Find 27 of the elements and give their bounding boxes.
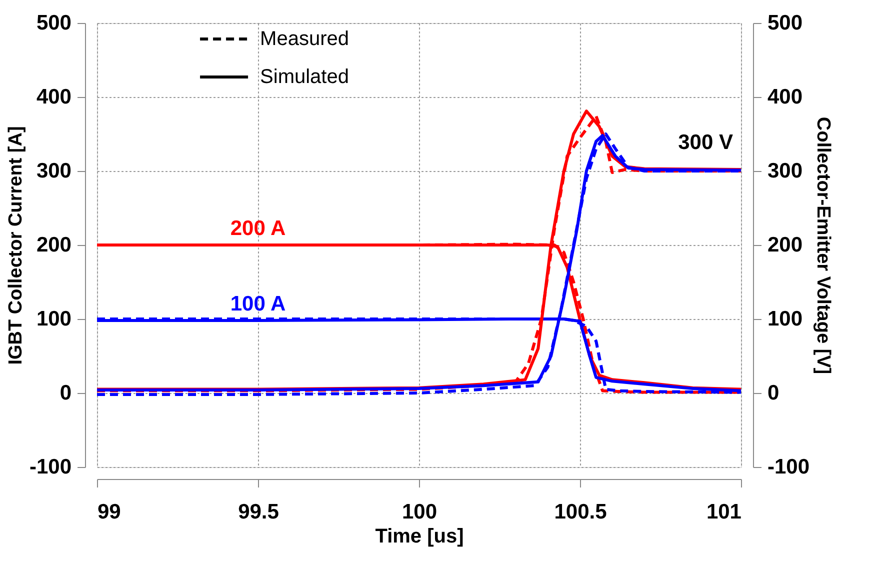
x-tick-label: 99.5 xyxy=(238,500,280,524)
y-tick-label: 100 xyxy=(36,308,72,330)
y2-tick-label: -100 xyxy=(768,456,810,478)
x-tick-label: 101 xyxy=(706,500,742,524)
y2-tick-label: 300 xyxy=(768,160,803,182)
series-label: 200 A xyxy=(230,217,286,240)
y-axis-title: IGBT Collector Current [A] xyxy=(5,126,26,365)
y2-tick-label: 100 xyxy=(768,308,803,330)
y-tick-label: 400 xyxy=(36,86,72,108)
x-axis-title: Time [us] xyxy=(375,526,464,548)
x-tick-label: 100 xyxy=(402,500,438,524)
y2-tick-label: 0 xyxy=(768,382,780,404)
annotation: Simulated xyxy=(260,66,349,88)
y2-tick-label: 400 xyxy=(768,86,803,108)
y-tick-label: 500 xyxy=(36,12,72,34)
series-label: 100 A xyxy=(230,292,286,316)
annotation: 300 V xyxy=(678,131,733,154)
y-tick-label: 200 xyxy=(36,234,72,256)
y-tick-label: 300 xyxy=(36,160,72,182)
annotation: Measured xyxy=(260,28,349,50)
y-tick-label: -100 xyxy=(29,456,72,478)
y2-axis-title: Collector-Emitter Voltage [V] xyxy=(812,116,834,374)
y2-tick-label: 500 xyxy=(768,12,803,34)
x-tick-label: 100.5 xyxy=(554,500,608,524)
y2-tick-label: 200 xyxy=(768,234,803,256)
x-tick-label: 99 xyxy=(98,500,121,524)
y-tick-label: 0 xyxy=(60,382,72,404)
